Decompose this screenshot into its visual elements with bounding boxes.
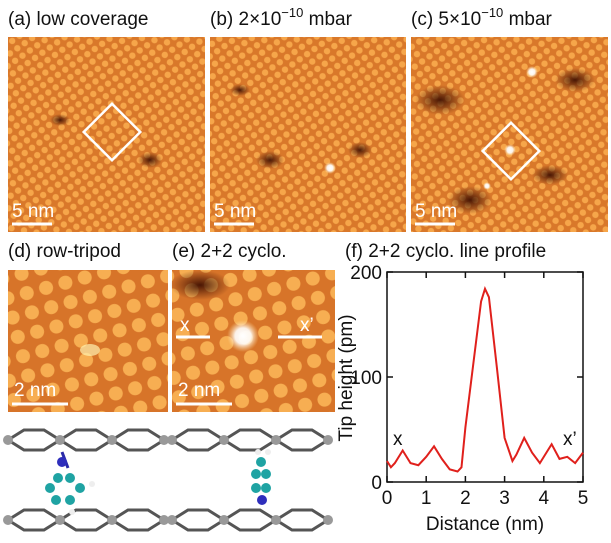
molecule-model [3,430,333,530]
x-axis-label: Distance (nm) [426,514,544,535]
panel-label: (d) row-tripod [8,241,121,262]
y-tick-label: 200 [350,263,382,284]
profile-line [387,289,583,472]
figure: (a) low coverage 5 nm (b) 2×10−10 mbar 5… [0,0,611,538]
x-tick-label: 0 [382,488,393,509]
y-tick-label: 0 [371,473,382,494]
marker-label: x’ [300,315,314,336]
annotation: x’ [563,429,577,450]
plot-frame [387,272,583,482]
chart-title: (f) 2+2 cyclo. line profile [345,241,546,262]
panel-label: (b) 2×10−10 mbar [210,1,353,30]
panel-label: (c) 5×10−10 mbar [411,1,553,30]
scale-bar-label: 2 nm [14,380,56,401]
annotation: x [393,429,403,450]
marker-label: x [180,315,190,336]
panel-label: (a) low coverage [8,9,148,30]
panel-label: (e) 2+2 cyclo. [172,241,287,262]
scale-bar-label: 5 nm [415,201,457,222]
line-chart: (f) 2+2 cyclo. line profile Tip height (… [336,241,588,535]
y-tick-label: 100 [350,368,382,389]
scale-bar-label: 5 nm [214,201,256,222]
x-tick-label: 4 [539,488,550,509]
scale-bar-label: 5 nm [12,201,54,222]
scale-bar-label: 2 nm [178,380,220,401]
x-tick-label: 5 [578,488,589,509]
x-tick-label: 3 [499,488,510,509]
x-tick-label: 1 [421,488,432,509]
x-tick-label: 2 [460,488,471,509]
